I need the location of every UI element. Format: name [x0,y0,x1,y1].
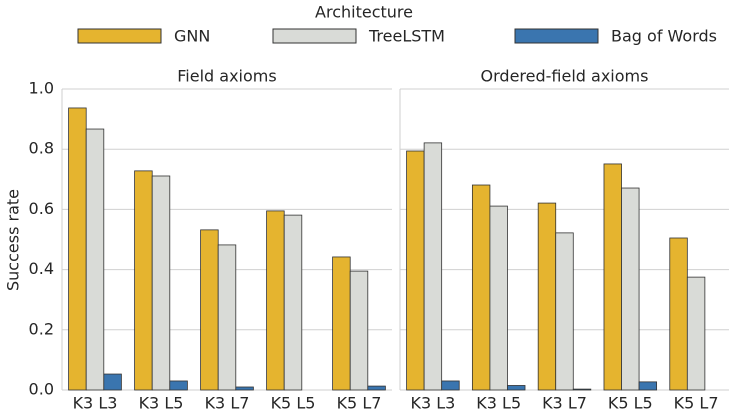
x-tick-label: K3 L5 [476,394,521,413]
bar [638,381,658,391]
bar [441,380,460,391]
legend-label: Bag of Words [611,27,717,46]
bar [349,270,369,391]
y-tick-label: 0.4 [29,259,54,278]
bar [406,150,425,391]
y-tick-label: 0.8 [29,139,54,158]
legend-label: GNN [174,27,210,46]
y-tick-label: 0.6 [29,199,54,218]
x-tick-label: K3 L3 [410,394,455,413]
x-tick-label: K5 L7 [337,394,382,413]
y-tick-label: 0.2 [29,319,54,338]
bar [555,232,574,391]
bar [507,385,526,391]
bar [217,244,237,391]
bar [686,276,706,391]
legend-swatch [77,28,162,44]
y-axis-label: Success rate [4,189,23,291]
bar [621,187,640,391]
bar [151,175,171,391]
bar [283,214,303,391]
panel-title: Ordered-field axioms [481,67,649,86]
bar [85,128,105,391]
bar [235,386,254,391]
legend-swatch [514,28,599,44]
bar [471,184,491,391]
x-tick-label: K3 L5 [139,394,184,413]
bar [572,388,592,391]
bar [68,107,87,391]
legend-label: TreeLSTM [368,27,445,46]
y-tick-label: 1.0 [29,79,54,98]
bar [200,229,219,391]
bar [489,205,508,391]
bar [266,210,285,391]
bar [423,142,443,391]
panel-title: Field axioms [177,67,276,86]
bar [332,256,351,391]
legend-swatch [272,28,357,44]
x-tick-label: K3 L7 [205,394,250,413]
bar [537,202,557,391]
bar [367,385,386,391]
bar [669,237,688,391]
legend-title: Architecture [315,3,413,22]
x-tick-label: K3 L3 [73,394,118,413]
bar [169,380,188,391]
x-tick-label: K3 L7 [542,394,587,413]
x-tick-label: K5 L5 [271,394,316,413]
x-tick-label: K5 L7 [674,394,719,413]
bar [103,373,122,391]
bar [134,170,153,391]
bar [603,163,622,391]
x-tick-label: K5 L5 [608,394,653,413]
y-tick-label: 0.0 [29,380,54,399]
